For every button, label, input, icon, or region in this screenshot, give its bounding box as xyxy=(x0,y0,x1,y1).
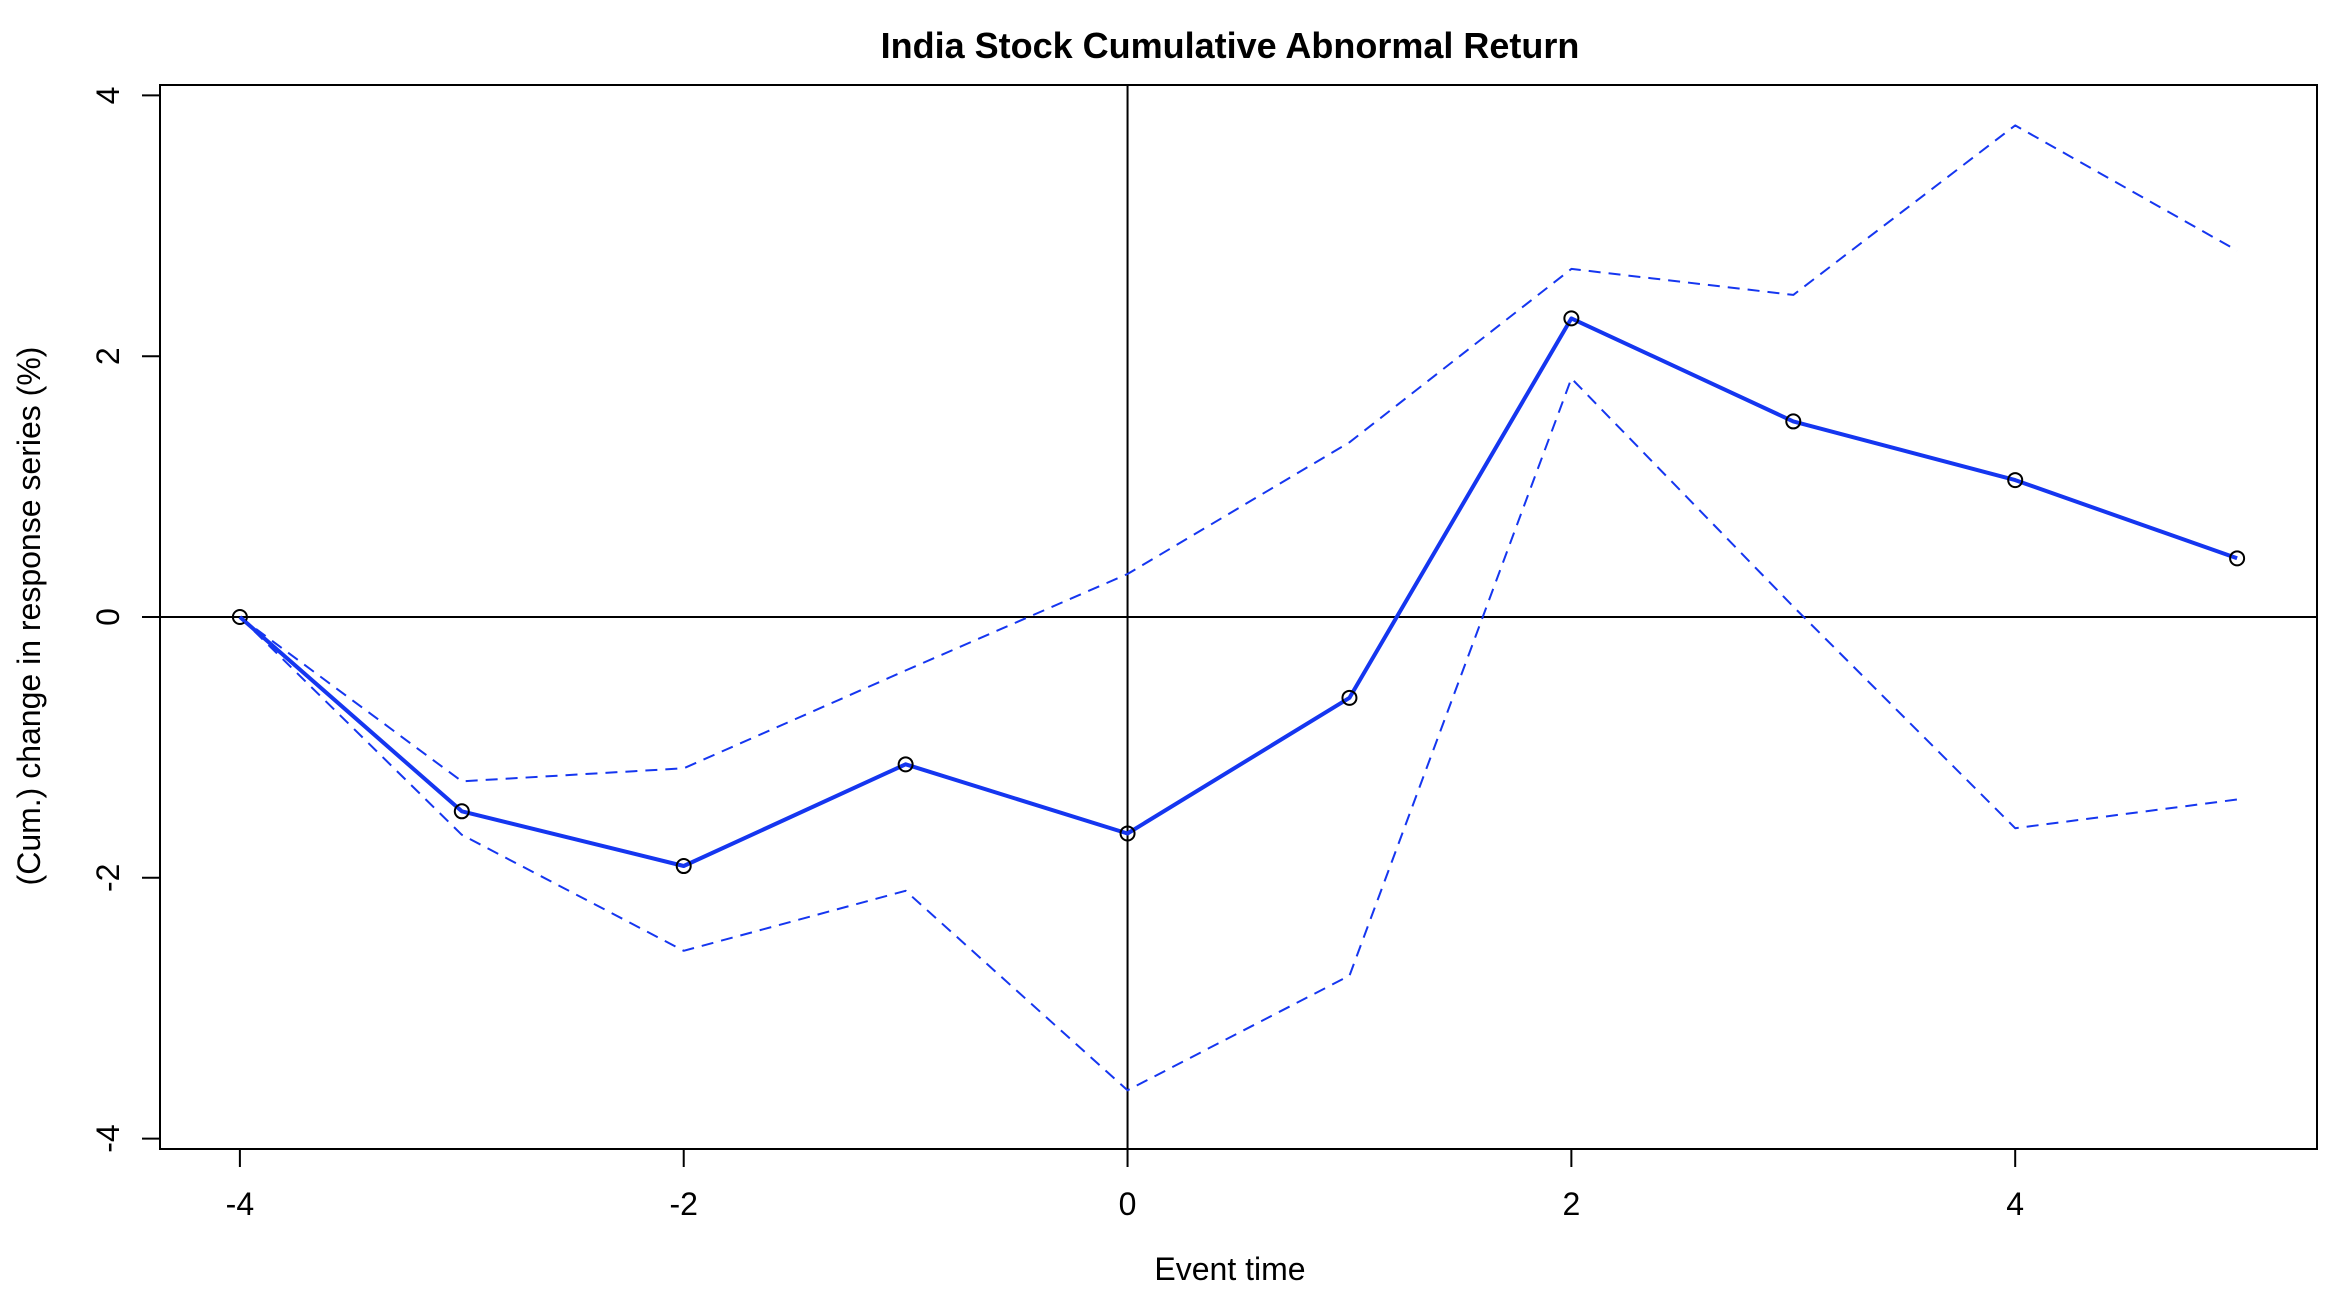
data-point-marker xyxy=(453,803,470,820)
plot-area xyxy=(159,84,2318,1150)
series-line-lower-band xyxy=(239,377,2238,1092)
series-line-upper-band xyxy=(239,124,2238,783)
y-tick-label: -4 xyxy=(90,1124,126,1152)
data-point-marker xyxy=(1563,310,1580,327)
y-tick-label: 4 xyxy=(90,87,126,105)
x-axis-label: Event time xyxy=(1154,1251,1305,1287)
data-point-marker xyxy=(231,609,248,625)
data-point-marker xyxy=(1119,825,1136,842)
chart-title: India Stock Cumulative Abnormal Return xyxy=(881,25,1580,66)
y-tick-label: 2 xyxy=(90,347,126,365)
y-axis: -4 -2 0 2 4 xyxy=(90,87,161,1153)
y-tick-label: 0 xyxy=(90,608,126,626)
data-point-marker xyxy=(1341,689,1358,706)
x-tick-label: 4 xyxy=(2006,1186,2024,1222)
x-tick-label: 2 xyxy=(1562,1186,1580,1222)
data-point-marker xyxy=(2007,472,2024,489)
data-point-marker xyxy=(1785,413,1802,430)
series-line-estimate xyxy=(238,316,2238,868)
x-tick-label: 0 xyxy=(1119,1186,1137,1222)
data-point-marker xyxy=(897,756,914,773)
y-tick-label: -2 xyxy=(90,864,126,892)
y-axis-label: (Cum.) change in response series (%) xyxy=(11,347,47,886)
data-point-marker xyxy=(2229,550,2246,567)
x-tick-label: -4 xyxy=(226,1186,254,1222)
x-axis: -4 -2 0 2 4 xyxy=(226,1148,2024,1222)
x-tick-label: -2 xyxy=(669,1186,697,1222)
data-point-marker xyxy=(675,858,692,875)
